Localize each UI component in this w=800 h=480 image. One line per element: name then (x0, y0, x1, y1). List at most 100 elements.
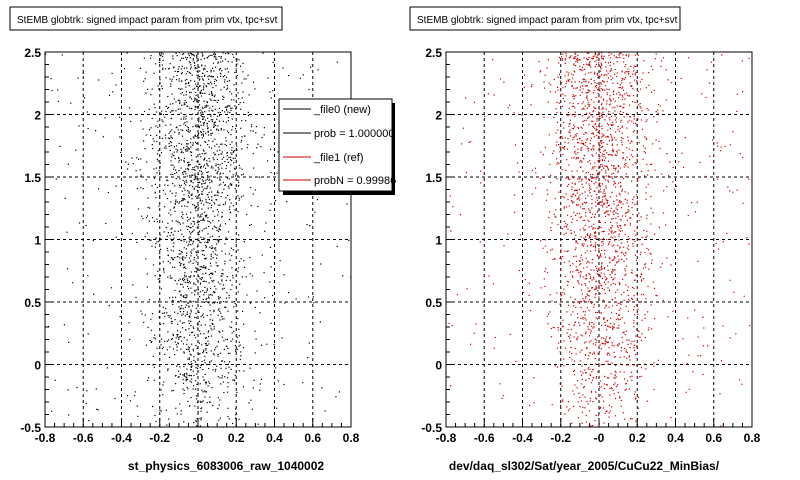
right-plot-panel: -0.8 -0.6 -0.4 -0.2 -0 0.2 0.4 0.6 0.8-0.500.511… (421, 46, 760, 445)
left-data-point (269, 209, 271, 211)
left-data-point (202, 189, 204, 191)
right-data-point (599, 312, 601, 314)
right-data-point (570, 55, 572, 57)
left-data-point (146, 273, 148, 275)
right-data-point (629, 347, 631, 349)
left-data-point (169, 138, 171, 140)
right-data-point (626, 219, 628, 221)
left-data-point (210, 327, 212, 329)
right-data-point (600, 364, 602, 366)
left-data-point (205, 106, 207, 108)
left-data-point (188, 261, 190, 263)
right-data-point (597, 353, 599, 355)
right-data-point (657, 103, 660, 106)
right-data-point (577, 127, 580, 129)
left-data-point (191, 305, 194, 307)
left-data-point (146, 232, 148, 234)
left-data-point (178, 279, 180, 281)
left-data-point (237, 175, 239, 177)
right-data-point (599, 226, 601, 228)
left-data-point (85, 402, 87, 405)
left-data-point (180, 348, 182, 350)
right-data-point (613, 90, 615, 92)
right-data-point (548, 134, 550, 136)
right-data-point (709, 155, 711, 157)
left-data-point (227, 310, 229, 312)
left-data-point (245, 276, 247, 278)
right-data-point (703, 327, 705, 329)
right-data-point (570, 195, 572, 197)
left-data-point (222, 52, 224, 54)
left-x-tick-label: 0.4 (266, 431, 283, 445)
right-data-point (617, 129, 619, 131)
left-data-point (171, 192, 173, 194)
right-data-point (606, 93, 608, 96)
left-data-point (309, 225, 311, 227)
right-data-point (661, 60, 663, 62)
right-data-point (553, 213, 555, 215)
right-data-point (584, 252, 586, 254)
left-data-point (221, 288, 223, 290)
right-data-point (579, 194, 581, 196)
left-data-point (220, 383, 222, 385)
right-data-point (591, 371, 593, 373)
left-data-point (229, 279, 231, 281)
left-data-point (226, 106, 228, 108)
left-data-point (260, 146, 262, 148)
left-data-point (178, 291, 180, 293)
right-data-point (617, 345, 619, 347)
right-data-point (580, 206, 582, 208)
left-data-point (214, 94, 216, 96)
left-data-point (212, 251, 214, 253)
left-data-point (210, 134, 212, 136)
left-data-point (147, 379, 149, 381)
left-data-point (212, 62, 214, 64)
left-data-point (191, 198, 193, 200)
left-data-point (159, 278, 161, 280)
right-data-point (600, 312, 603, 314)
right-data-point (617, 302, 619, 305)
left-data-point (171, 320, 173, 323)
left-data-point (140, 187, 142, 189)
left-data-point (214, 154, 216, 156)
right-data-point (633, 295, 635, 297)
right-data-point (592, 120, 594, 122)
left-data-point (218, 229, 220, 231)
right-data-point (594, 293, 596, 296)
right-data-point (597, 203, 599, 205)
left-data-point (201, 116, 203, 118)
left-data-point (150, 318, 152, 320)
right-data-point (579, 59, 581, 61)
left-data-point (163, 381, 165, 383)
left-data-point (181, 80, 183, 82)
right-data-point (645, 120, 647, 123)
right-data-point (596, 211, 598, 213)
right-data-point (582, 316, 584, 318)
left-data-point (189, 276, 191, 278)
right-data-point (562, 147, 564, 149)
right-data-point (608, 214, 610, 216)
left-data-point (211, 247, 213, 250)
left-data-point (181, 104, 183, 106)
right-data-point (584, 284, 587, 286)
right-data-point (648, 84, 650, 86)
left-data-point (194, 125, 197, 127)
right-data-point (632, 101, 634, 103)
right-data-point (632, 245, 634, 247)
left-data-point (226, 292, 228, 294)
left-data-point (206, 163, 208, 165)
left-data-point (194, 87, 196, 89)
left-data-point (195, 261, 197, 263)
right-data-point (509, 104, 511, 106)
left-data-point (187, 346, 190, 348)
left-data-point (259, 383, 261, 385)
right-data-point (503, 245, 505, 247)
left-data-point (197, 173, 199, 176)
right-data-point (594, 238, 596, 240)
left-data-point (218, 69, 220, 71)
right-data-point (612, 91, 614, 93)
right-data-point (599, 344, 601, 346)
left-data-point (188, 349, 190, 351)
right-data-point (615, 376, 617, 378)
right-data-point (583, 322, 585, 324)
